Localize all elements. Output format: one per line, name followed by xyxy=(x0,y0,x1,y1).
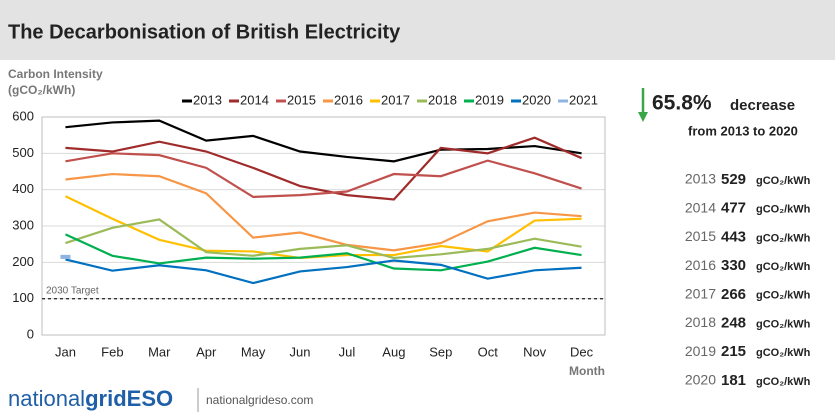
x-tick-label: Dec xyxy=(570,344,594,359)
brand-light: national xyxy=(8,386,85,411)
header-band xyxy=(0,0,835,60)
legend-label: 2014 xyxy=(240,92,269,107)
legend-label: 2020 xyxy=(522,92,551,107)
x-tick-label: Jan xyxy=(55,344,76,359)
y-tick-label: 600 xyxy=(12,108,34,123)
headline-subtitle: from 2013 to 2020 xyxy=(688,123,798,138)
summary-unit: gCO₂/kWh xyxy=(756,290,811,302)
summary-year: 2014 xyxy=(685,199,716,215)
headline: 65.8% xyxy=(652,92,712,115)
legend-label: 2013 xyxy=(193,92,222,107)
y-tick-label: 500 xyxy=(12,145,34,160)
legend-label: 2019 xyxy=(475,92,504,107)
summary-unit: gCO₂/kWh xyxy=(756,175,811,187)
series-line xyxy=(65,218,582,260)
x-tick-label: Apr xyxy=(196,344,217,359)
brand-eso: ESO xyxy=(127,386,173,411)
summary-year: 2017 xyxy=(685,286,716,302)
x-axis-label: Month xyxy=(569,364,605,378)
legend-label: 2015 xyxy=(287,92,316,107)
x-tick-label: May xyxy=(241,344,266,359)
url: nationalgrideso.com xyxy=(206,393,313,407)
series-line xyxy=(65,233,582,272)
x-tick-label: Sep xyxy=(429,344,452,359)
summary-unit: gCO₂/kWh xyxy=(756,204,811,216)
y-tick-label: 400 xyxy=(12,181,34,196)
series-line xyxy=(65,172,582,252)
chart-title: The Decarbonisation of British Electrici… xyxy=(8,21,401,43)
x-tick-label: Oct xyxy=(478,344,499,359)
x-tick-label: Jun xyxy=(290,344,311,359)
summary-value: 181 xyxy=(721,372,746,389)
summary-unit: gCO₂/kWh xyxy=(756,261,811,273)
summary-year: 2016 xyxy=(685,257,716,273)
legend-label: 2017 xyxy=(381,92,410,107)
y-axis-label: (gCO₂/kWh) xyxy=(8,83,75,97)
summary-unit: gCO₂/kWh xyxy=(756,232,811,244)
series-line xyxy=(65,119,582,163)
series-line xyxy=(65,152,582,199)
summary-unit: gCO₂/kWh xyxy=(756,376,811,388)
legend-label: 2021 xyxy=(569,92,598,107)
y-tick-label: 300 xyxy=(12,217,34,232)
brand: nationalgridESO xyxy=(8,386,173,411)
series-line xyxy=(65,136,582,201)
summary-value: 330 xyxy=(721,257,746,274)
plot-frame xyxy=(41,116,606,336)
target-label: 2030 Target xyxy=(46,285,99,296)
summary-unit: gCO₂/kWh xyxy=(756,318,811,330)
summary-year: 2015 xyxy=(685,228,716,244)
summary-year: 2013 xyxy=(685,171,716,187)
headline-word: decrease xyxy=(730,97,795,114)
x-tick-label: Feb xyxy=(101,344,123,359)
summary-year: 2020 xyxy=(685,372,716,388)
series-line xyxy=(64,195,582,260)
arrow-head xyxy=(638,112,648,122)
summary-value: 215 xyxy=(721,343,746,360)
summary-value: 443 xyxy=(721,228,746,245)
y-tick-label: 100 xyxy=(12,290,34,305)
legend-label: 2018 xyxy=(428,92,457,107)
x-tick-label: Mar xyxy=(148,344,171,359)
y-tick-label: 200 xyxy=(12,254,34,269)
summary-value: 266 xyxy=(721,286,746,303)
y-tick-label: 0 xyxy=(27,326,34,341)
summary-value: 248 xyxy=(721,314,746,331)
y-axis-label: Carbon Intensity xyxy=(8,67,103,81)
summary-unit: gCO₂/kWh xyxy=(756,347,811,359)
summary-year: 2018 xyxy=(685,314,716,330)
brand-bold: grid xyxy=(85,386,127,411)
summary-value: 477 xyxy=(721,200,746,217)
line-point xyxy=(60,254,71,259)
legend-label: 2016 xyxy=(334,92,363,107)
summary-year: 2019 xyxy=(685,343,716,359)
summary-value: 529 xyxy=(721,171,746,188)
x-tick-label: Nov xyxy=(523,344,547,359)
series-line xyxy=(65,258,582,285)
x-tick-label: Jul xyxy=(339,344,356,359)
x-tick-label: Aug xyxy=(382,344,405,359)
